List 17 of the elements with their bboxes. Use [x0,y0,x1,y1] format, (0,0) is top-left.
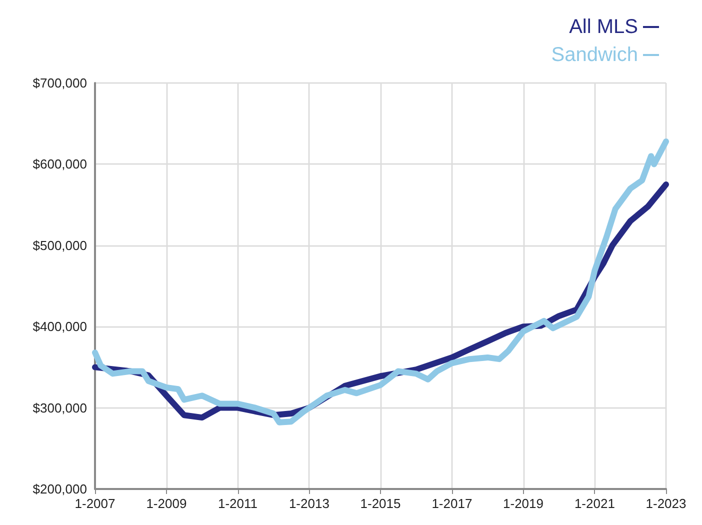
y-tick-label: $700,000 [32,76,87,90]
legend-label: Sandwich [551,44,638,66]
x-tick-label: 1-2017 [432,496,472,511]
x-tick-label: 1-2015 [360,496,401,511]
x-tick-label: 1-2011 [218,496,258,511]
legend-label: All MLS [569,16,638,38]
x-tick-label: 1-2009 [146,496,187,511]
x-tick-label: 1-2023 [646,496,686,511]
y-tick-label: $400,000 [32,319,87,334]
x-tick-label: 1-2021 [574,496,615,511]
x-tick-label: 1-2007 [74,496,116,511]
y-tick-label: $500,000 [32,238,87,253]
x-tick-label: 1-2019 [503,496,544,511]
y-tick-label: $600,000 [32,156,87,172]
y-tick-label: $200,000 [32,482,87,496]
x-tick-label: 1-2013 [288,496,330,511]
y-tick-label: $300,000 [32,400,87,416]
